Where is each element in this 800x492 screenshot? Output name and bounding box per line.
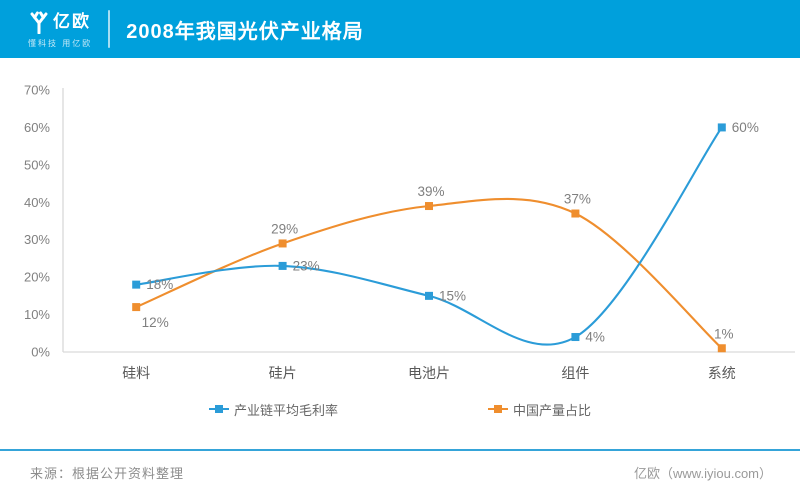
china-output-share-data-label: 1% — [714, 326, 734, 341]
gross-margin-data-label: 4% — [585, 330, 605, 345]
gross-margin-marker — [425, 291, 433, 300]
gross-margin-legend-marker-icon — [208, 405, 229, 413]
legend-item-gross-margin: 产业链平均毛利率 — [208, 400, 338, 419]
china-output-share-marker — [278, 239, 287, 248]
y-tick-label: 70% — [24, 83, 50, 98]
gross-margin-legend-label: 产业链平均毛利率 — [233, 402, 338, 418]
footer-divider — [0, 449, 800, 451]
china-output-share-data-label: 39% — [417, 184, 444, 199]
header-divider — [108, 10, 111, 48]
china-output-share-line — [135, 197, 723, 350]
yiou-antler-icon — [30, 11, 48, 34]
y-tick-label: 20% — [24, 270, 50, 285]
gross-margin-data-label: 23% — [293, 258, 320, 273]
gross-margin-data-label: 15% — [439, 288, 466, 303]
china-output-share-marker — [571, 209, 580, 218]
china-output-share-data-label: 37% — [564, 192, 591, 207]
yiou-logo: 亿欧 懂科技 用亿欧 — [28, 10, 92, 49]
header-bar: 亿欧 懂科技 用亿欧 2008年我国光伏产业格局 — [0, 0, 800, 58]
gross-margin-marker — [278, 261, 287, 270]
chart-legend: 产业链平均毛利率 中国产量占比 — [0, 398, 800, 420]
page-title: 2008年我国光伏产业格局 — [126, 20, 364, 43]
y-tick-label: 10% — [24, 307, 50, 322]
x-category-label: 系统 — [708, 365, 736, 381]
china-output-share-marker — [425, 202, 433, 211]
china-output-share-legend-label: 中国产量占比 — [513, 402, 592, 418]
logo-tagline: 懂科技 用亿欧 — [28, 38, 93, 48]
y-tick-label: 0% — [31, 345, 50, 360]
footer: 来源：根据公开资料整理 亿欧（www.iyiou.com） — [30, 460, 772, 484]
y-tick-label: 50% — [24, 157, 50, 172]
y-tick-label: 40% — [24, 195, 50, 210]
y-tick-label: 60% — [24, 120, 50, 135]
x-category-label: 硅片 — [269, 365, 297, 381]
china-output-share-legend-marker-icon — [488, 405, 508, 413]
x-category-label: 硅料 — [122, 365, 150, 381]
china-output-share-marker — [132, 303, 141, 312]
source-note: 来源：根据公开资料整理 — [30, 465, 185, 481]
x-category-label: 电池片 — [408, 365, 450, 381]
line-chart: 0% 10% 20% 30% 40% 50% 60% 70% 硅料 硅片 电池片 组件 系统 12% 29%… — [24, 83, 795, 381]
logo-text: 亿欧 — [53, 12, 91, 31]
gross-margin-data-label: 60% — [732, 120, 759, 135]
brand-link[interactable]: 亿欧（www.iyiou.com） — [634, 465, 772, 481]
x-category-label: 组件 — [561, 365, 589, 381]
china-output-share-data-label: 29% — [271, 221, 298, 236]
gross-margin-marker — [132, 280, 141, 289]
china-output-share-data-label: 12% — [142, 315, 169, 330]
gross-margin-marker — [571, 333, 580, 342]
china-output-share-marker — [717, 344, 726, 353]
legend-item-china-output-share: 中国产量占比 — [488, 400, 591, 419]
gross-margin-data-label: 18% — [146, 277, 173, 292]
gross-margin-marker — [717, 123, 726, 132]
y-tick-label: 30% — [24, 232, 50, 247]
gross-margin-line — [135, 126, 723, 346]
